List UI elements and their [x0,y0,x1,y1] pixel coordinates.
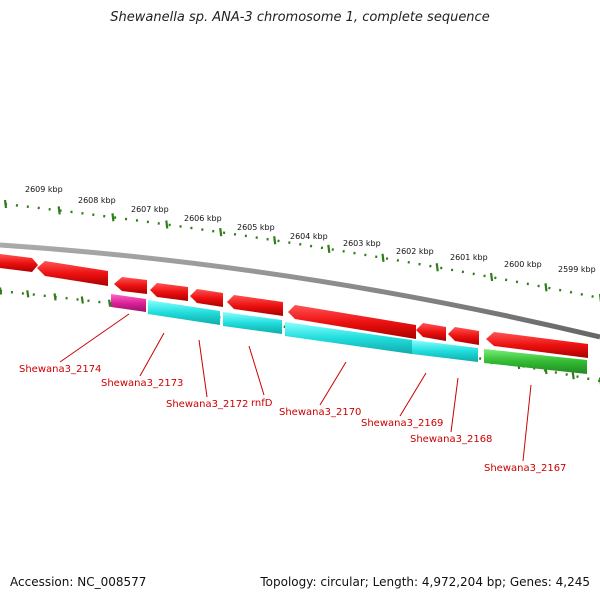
major-tick [544,283,548,292]
major-tick [53,293,57,301]
gene-red [150,283,188,301]
kbp-label: 2603 kbp [343,239,381,248]
connector-line [198,339,208,398]
kbp-label: 2604 kbp [290,232,328,241]
summary-text: Topology: circular; Length: 4,972,204 bp… [260,575,590,589]
outer-major-ticks [3,199,600,303]
kbp-label: 2601 kbp [450,253,488,262]
major-tick [3,199,8,209]
major-tick [165,220,169,229]
gene-red [0,254,38,272]
gene-cyan [285,322,412,354]
major-tick [57,206,61,215]
kbp-labels: 2609 kbp 2608 kbp 2607 kbp 2606 kbp 2605… [25,185,596,274]
second-row-genes [111,294,587,374]
gene-magenta [111,294,146,312]
gene-green [484,349,587,374]
connector-line [450,377,459,433]
gene-red [37,261,108,286]
gene-red [448,327,479,345]
major-tick [80,296,84,304]
major-tick [26,290,30,298]
gene-red [114,277,147,294]
kbp-label: 2608 kbp [78,196,116,205]
major-tick [219,228,223,237]
major-tick [435,263,439,272]
gene-cyan [148,300,220,325]
gene-red [486,332,588,358]
connector-line [522,384,532,462]
kbp-label: 2605 kbp [237,223,275,232]
kbp-label: 2607 kbp [131,205,169,214]
map-title: Shewanella sp. ANA-3 chromosome 1, compl… [110,10,490,25]
gene-label: Shewana3_2170 [279,407,361,418]
backbone [0,242,600,340]
major-tick [381,253,385,262]
gene-red [227,295,283,316]
gene-label: Shewana3_2174 [19,364,101,375]
kbp-label: 2606 kbp [184,214,222,223]
major-tick [273,236,277,245]
gene-label: Shewana3_2169 [361,418,443,429]
gene-red [190,289,223,307]
kbp-label: 2602 kbp [396,247,434,256]
gene-red [416,323,446,341]
connector-line [319,361,347,406]
connector-line [139,332,165,377]
gene-label: Shewana3_2172 [166,399,248,410]
major-tick [489,272,494,282]
major-tick [0,287,3,295]
connector-line [248,345,265,396]
gene-label: rnfD [251,398,273,409]
connector-line [59,313,130,363]
gene-label: Shewana3_2168 [410,434,492,445]
gene-labels: Shewana3_2174 Shewana3_2173 Shewana3_217… [19,364,566,474]
gene-label: Shewana3_2167 [484,463,566,474]
kbp-label: 2600 kbp [504,260,542,269]
major-tick [327,244,331,253]
major-tick [111,213,115,222]
connector-line [399,372,427,417]
kbp-label: 2599 kbp [558,265,596,274]
gene-cyan [223,312,282,334]
label-connectors [59,313,532,462]
gene-red [288,305,416,339]
gene-label: Shewana3_2173 [101,378,183,389]
outer-tick-ring [4,202,600,300]
accession-text: Accession: NC_008577 [10,575,147,589]
major-tick [108,299,112,307]
kbp-label: 2609 kbp [25,185,63,194]
major-tick [571,372,575,380]
gene-cyan [412,340,478,362]
forward-strand-genes [0,254,588,358]
